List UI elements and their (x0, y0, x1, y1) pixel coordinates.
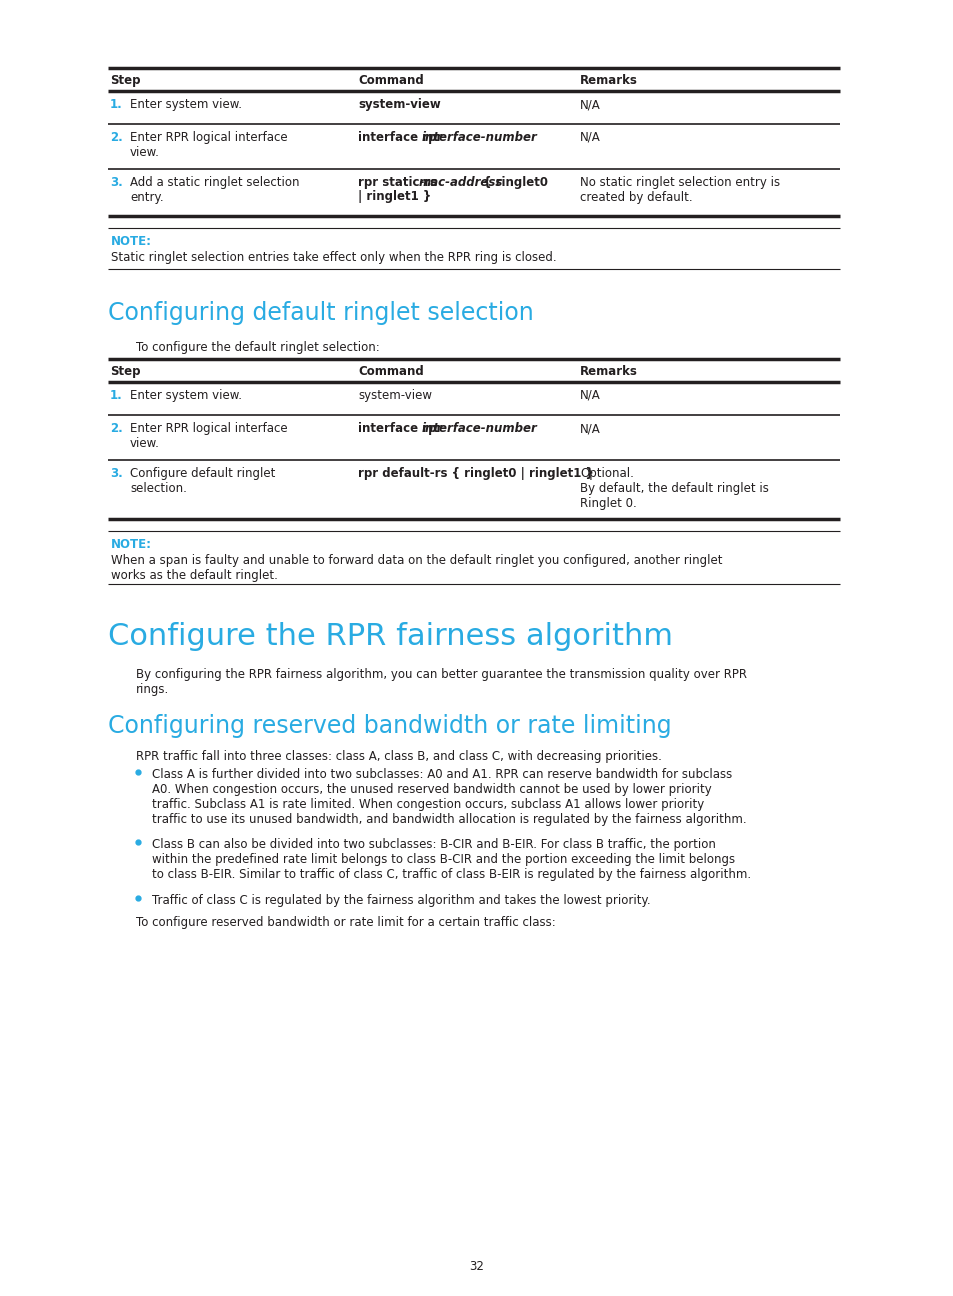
Text: NOTE:: NOTE: (111, 538, 152, 551)
Text: N/A: N/A (579, 389, 600, 402)
Text: rpr static-rs: rpr static-rs (357, 176, 441, 189)
Text: { ringlet0: { ringlet0 (478, 176, 547, 189)
Text: Configure default ringlet
selection.: Configure default ringlet selection. (130, 467, 275, 495)
Text: Configuring reserved bandwidth or rate limiting: Configuring reserved bandwidth or rate l… (108, 714, 671, 737)
Text: 1.: 1. (110, 98, 123, 111)
Text: Command: Command (357, 74, 423, 87)
Text: Class B can also be divided into two subclasses: B-CIR and B-EIR. For class B tr: Class B can also be divided into two sub… (152, 839, 750, 881)
Text: system-view: system-view (357, 389, 432, 402)
Text: 3.: 3. (110, 176, 123, 189)
Text: 1.: 1. (110, 389, 123, 402)
Text: | ringlet1 }: | ringlet1 } (357, 191, 431, 203)
Text: interface-number: interface-number (421, 422, 537, 435)
Text: 2.: 2. (110, 131, 123, 144)
Text: Static ringlet selection entries take effect only when the RPR ring is closed.: Static ringlet selection entries take ef… (111, 251, 556, 264)
Text: Enter RPR logical interface
view.: Enter RPR logical interface view. (130, 422, 287, 450)
Text: Traffic of class C is regulated by the fairness algorithm and takes the lowest p: Traffic of class C is regulated by the f… (152, 894, 650, 907)
Text: Configuring default ringlet selection: Configuring default ringlet selection (108, 301, 533, 325)
Text: Step: Step (110, 74, 140, 87)
Text: To configure the default ringlet selection:: To configure the default ringlet selecti… (136, 341, 379, 354)
Text: N/A: N/A (579, 98, 600, 111)
Text: system-view: system-view (357, 98, 440, 111)
Text: No static ringlet selection entry is
created by default.: No static ringlet selection entry is cre… (579, 176, 780, 203)
Text: Enter system view.: Enter system view. (130, 98, 242, 111)
Text: rpr default-rs { ringlet0 | ringlet1 }: rpr default-rs { ringlet0 | ringlet1 } (357, 467, 594, 480)
Text: interface-number: interface-number (421, 131, 537, 144)
Text: Class A is further divided into two subclasses: A0 and A1. RPR can reserve bandw: Class A is further divided into two subc… (152, 769, 746, 826)
Text: interface rpr: interface rpr (357, 422, 446, 435)
Text: RPR traffic fall into three classes: class A, class B, and class C, with decreas: RPR traffic fall into three classes: cla… (136, 750, 661, 763)
Text: 32: 32 (469, 1260, 484, 1273)
Text: Enter RPR logical interface
view.: Enter RPR logical interface view. (130, 131, 287, 159)
Text: Add a static ringlet selection
entry.: Add a static ringlet selection entry. (130, 176, 299, 203)
Text: Optional.
By default, the default ringlet is
Ringlet 0.: Optional. By default, the default ringle… (579, 467, 768, 511)
Text: Remarks: Remarks (579, 365, 638, 378)
Text: 2.: 2. (110, 422, 123, 435)
Text: Configure the RPR fairness algorithm: Configure the RPR fairness algorithm (108, 622, 672, 651)
Text: By configuring the RPR fairness algorithm, you can better guarantee the transmis: By configuring the RPR fairness algorith… (136, 667, 746, 696)
Text: To configure reserved bandwidth or rate limit for a certain traffic class:: To configure reserved bandwidth or rate … (136, 916, 556, 929)
Text: NOTE:: NOTE: (111, 235, 152, 248)
Text: Command: Command (357, 365, 423, 378)
Text: When a span is faulty and unable to forward data on the default ringlet you conf: When a span is faulty and unable to forw… (111, 553, 721, 582)
Text: N/A: N/A (579, 131, 600, 144)
Text: mac-address: mac-address (418, 176, 503, 189)
Text: 3.: 3. (110, 467, 123, 480)
Text: N/A: N/A (579, 422, 600, 435)
Text: interface rpr: interface rpr (357, 131, 446, 144)
Text: Remarks: Remarks (579, 74, 638, 87)
Text: Enter system view.: Enter system view. (130, 389, 242, 402)
Text: Step: Step (110, 365, 140, 378)
